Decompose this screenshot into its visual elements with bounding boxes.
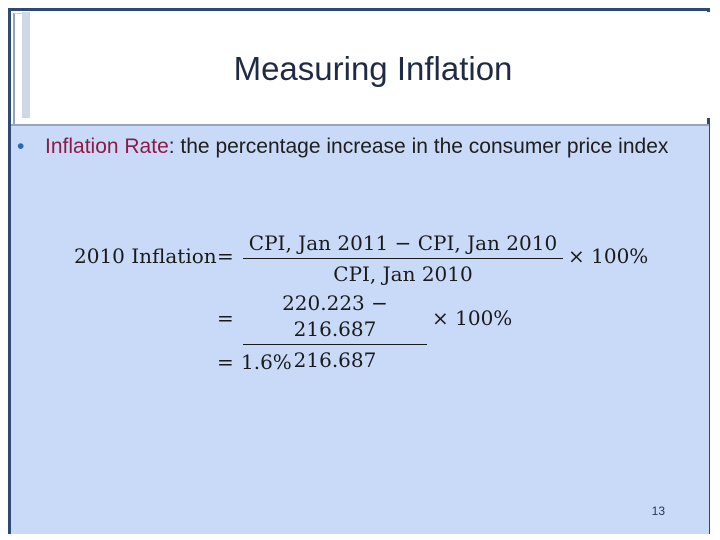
content-area: • Inflation Rate: the percentage increas… [11,124,709,534]
fraction-2-bar [243,344,427,345]
fraction-2-numerator: 220.223 − 216.687 [282,291,388,341]
title-area: Measuring Inflation [22,12,716,118]
equation-times-2: × 100% [432,306,513,330]
equation-lhs: 2010 Inflation [74,244,217,268]
equation-result: 1.6% [241,350,292,374]
bullet-term: Inflation Rate [45,135,169,158]
bullet-text: Inflation Rate: the percentage increase … [45,132,697,161]
page-number: 13 [651,504,665,518]
fraction-2-denominator: 216.687 [293,348,377,372]
fraction-1-numerator: CPI, Jan 2011 − CPI, Jan 2010 [248,231,558,255]
equation-times-1: × 100% [568,244,649,268]
fraction-1-bar [243,258,563,259]
bullet-dot-icon: • [17,135,25,158]
equation-equals-1: = [217,244,234,268]
equation-equals-3: = [217,350,234,374]
slide-title: Measuring Inflation [233,50,513,87]
bullet-definition: : the percentage increase in the consume… [168,135,669,158]
equation-fraction-2: 220.223 − 216.687 216.687 [243,290,427,373]
equation-fraction-1: CPI, Jan 2011 − CPI, Jan 2010 CPI, Jan 2… [243,230,563,287]
fraction-1-denominator: CPI, Jan 2010 [333,262,473,286]
equation-equals-2: = [217,306,234,330]
bullet-point: • Inflation Rate: the percentage increas… [17,132,697,161]
